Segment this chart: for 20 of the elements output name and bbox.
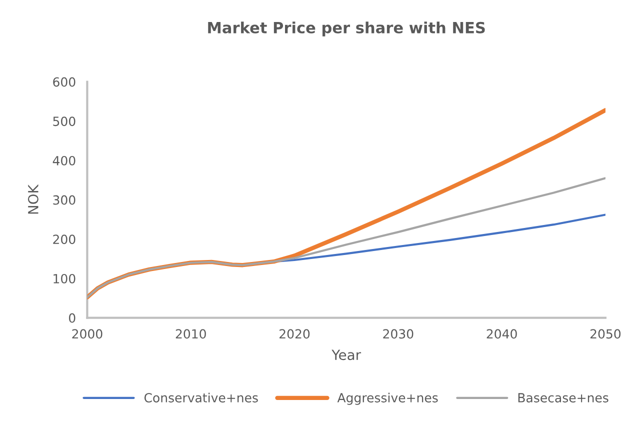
y-tick-label: 200 (53, 234, 76, 244)
y-tick-label: 0 (68, 313, 76, 323)
y-axis-title: NOK (28, 184, 38, 214)
y-tick-label: 300 (53, 195, 76, 205)
x-axis-title: Year (332, 350, 362, 360)
x-tick-label: 2010 (176, 329, 206, 339)
y-tick-label: 600 (53, 77, 76, 87)
y-tick-label: 400 (52, 156, 76, 166)
line-series (87, 177, 606, 298)
chart-title: Market Price per share with NES (208, 22, 485, 36)
x-tick-label: 2050 (590, 329, 621, 339)
legend-label: Conservative+nes (144, 392, 258, 402)
legend-label: Aggressive+nes (337, 392, 438, 405)
x-tick-label: 2030 (383, 329, 414, 339)
x-tick-label: 2000 (72, 329, 102, 339)
y-tick-label: 500 (53, 116, 76, 126)
y-tick-label: 100 (54, 274, 76, 284)
legend-label: Basecase+nes (518, 393, 608, 402)
x-tick-label: 2040 (486, 329, 517, 339)
x-tick-label: 2020 (280, 329, 310, 339)
